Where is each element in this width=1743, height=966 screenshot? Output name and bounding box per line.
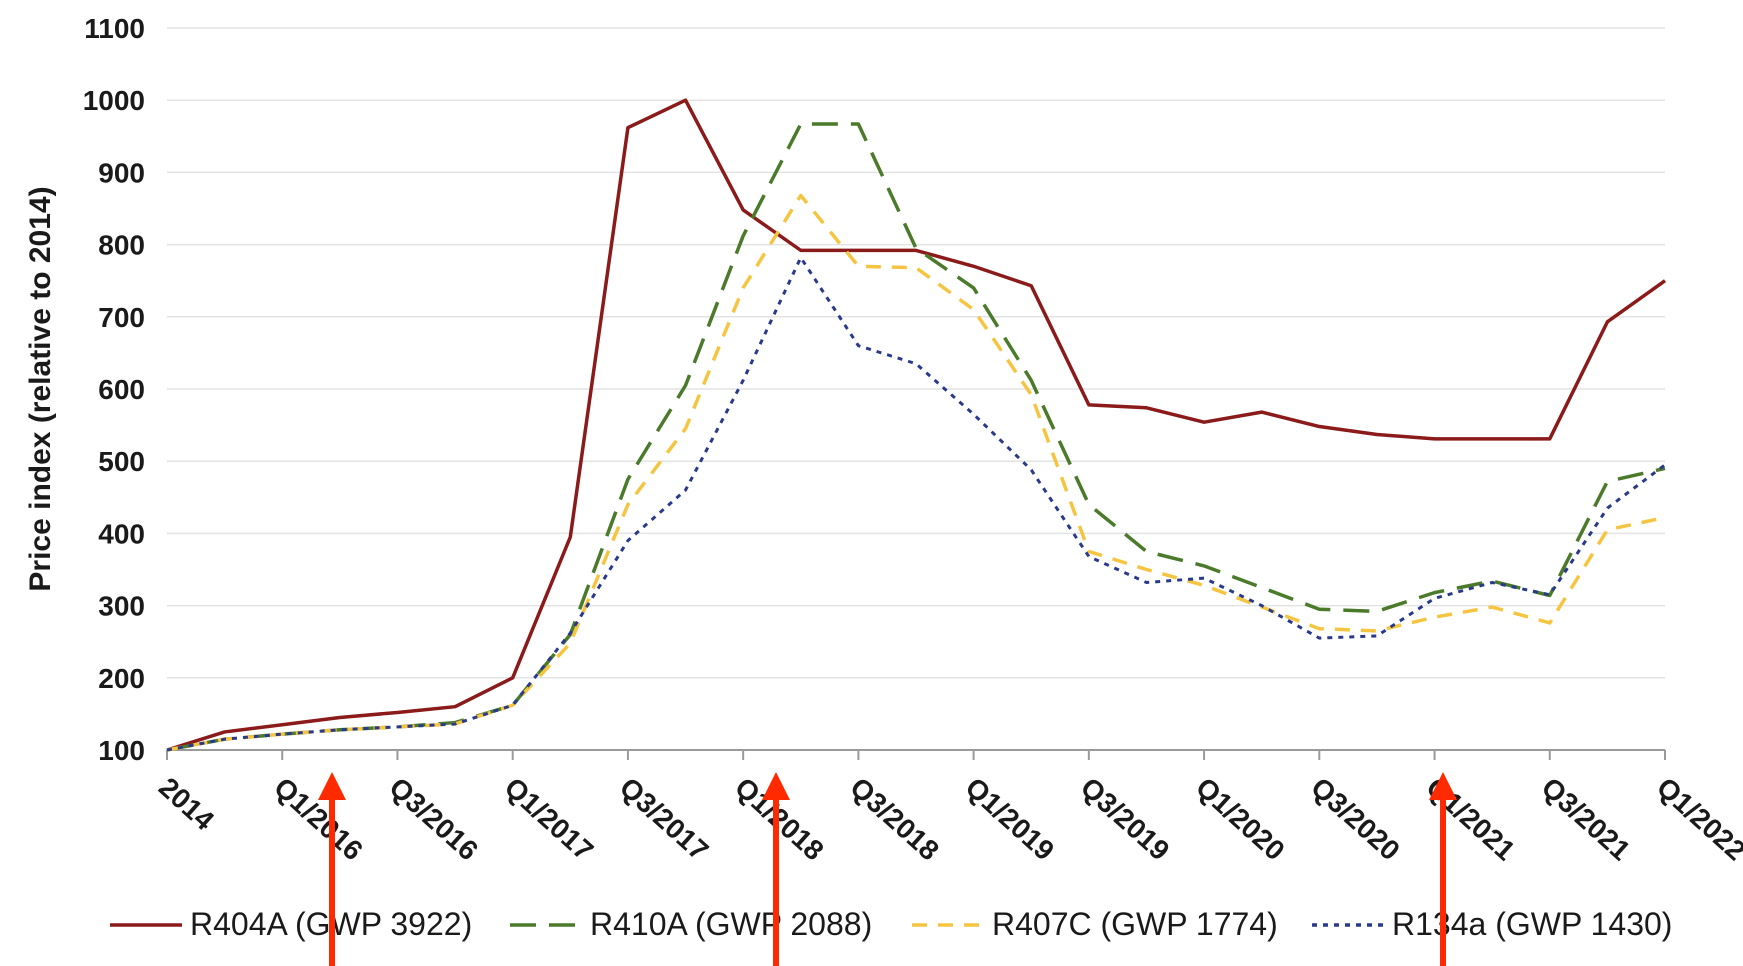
y-tick-label-2: 300 (98, 591, 145, 622)
x-tick-label-11: Q1/2021 (1421, 771, 1522, 866)
legend-label-3: R134a (GWP 1430) (1392, 906, 1672, 942)
y-tick-label-7: 800 (98, 230, 145, 261)
x-tick-label-7: Q1/2019 (960, 771, 1061, 866)
series-lines (166, 98, 1667, 752)
y-tick-label-9: 1000 (83, 85, 145, 116)
series-line-2 (166, 193, 1666, 752)
series-line-3 (166, 256, 1666, 752)
y-tick-label-1: 200 (98, 663, 145, 694)
grid-lines (167, 27, 1665, 679)
x-tick-label-2: Q3/2016 (383, 771, 484, 866)
x-tick-label-0: 2014 (153, 771, 220, 836)
series-line-0 (166, 98, 1667, 752)
x-tick-label-4: Q3/2017 (614, 771, 715, 866)
y-tick-label-0: 100 (98, 735, 145, 766)
y-axis-label: Price index (relative to 2014) (24, 186, 57, 591)
x-tick-label-1: Q1/2016 (268, 771, 369, 866)
y-tick-label-3: 400 (98, 518, 145, 549)
legend-label-2: R407C (GWP 1774) (992, 906, 1278, 942)
y-tick-labels: 100 200 300 400 500 600 700 800 900 1000 1100 (83, 13, 145, 766)
axes (166, 749, 1666, 760)
x-tick-label-8: Q3/2019 (1075, 771, 1176, 866)
red-arrow-0 (318, 772, 346, 966)
legend: R404A (GWP 3922) R410A (GWP 2088) R407C (G… (110, 906, 1672, 942)
red-arrow-2 (1429, 772, 1457, 966)
x-tick-labels: 2014 Q1/2016 Q3/2016 Q1/2017 Q3/2017 Q1/2018 Q… (153, 771, 1743, 866)
y-tick-label-5: 600 (98, 374, 145, 405)
x-tick-label-3: Q1/2017 (499, 771, 600, 866)
y-tick-label-8: 900 (98, 157, 145, 188)
annotation-arrows (318, 772, 1457, 966)
legend-label-1: R410A (GWP 2088) (590, 906, 872, 942)
x-tick-label-10: Q3/2020 (1305, 771, 1406, 866)
x-tick-label-12: Q3/2021 (1536, 771, 1637, 866)
y-tick-label-6: 700 (98, 302, 145, 333)
y-tick-label-10: 1100 (84, 13, 145, 44)
red-arrow-head-1 (762, 772, 790, 800)
red-arrow-head-0 (318, 772, 346, 800)
x-tick-label-13: Q1/2022 (1651, 771, 1743, 866)
x-tick-label-6: Q3/2018 (844, 771, 945, 866)
red-arrow-head-2 (1429, 772, 1457, 800)
y-tick-label-4: 500 (98, 446, 145, 477)
series-line-1 (166, 122, 1666, 752)
red-arrow-1 (762, 772, 790, 966)
x-tick-label-9: Q1/2020 (1190, 771, 1291, 866)
